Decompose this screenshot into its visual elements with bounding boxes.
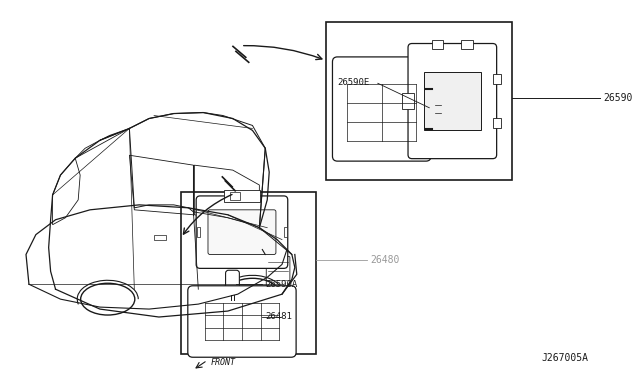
FancyBboxPatch shape — [208, 210, 276, 254]
Bar — [223, 230, 235, 235]
Text: 26590: 26590 — [603, 93, 632, 103]
Text: 26590E: 26590E — [338, 77, 370, 87]
Bar — [230, 192, 240, 200]
Bar — [326, 22, 512, 180]
Bar — [493, 118, 500, 128]
Bar — [154, 235, 166, 240]
Bar — [284, 227, 287, 237]
Bar — [424, 72, 481, 130]
Bar — [197, 227, 200, 237]
Bar — [461, 39, 473, 49]
Text: 26480: 26480 — [370, 255, 399, 265]
Bar — [431, 39, 444, 49]
Bar — [402, 93, 414, 109]
FancyBboxPatch shape — [188, 286, 296, 357]
Text: FRONT: FRONT — [211, 358, 236, 367]
FancyBboxPatch shape — [408, 44, 497, 158]
Bar — [224, 190, 260, 202]
Bar — [493, 74, 500, 84]
Bar — [181, 192, 316, 354]
Bar — [432, 101, 444, 117]
Text: 26481: 26481 — [265, 312, 292, 321]
Text: J267005A: J267005A — [542, 353, 589, 363]
Text: 26590A: 26590A — [265, 280, 297, 289]
FancyBboxPatch shape — [225, 270, 239, 298]
FancyBboxPatch shape — [196, 196, 288, 268]
